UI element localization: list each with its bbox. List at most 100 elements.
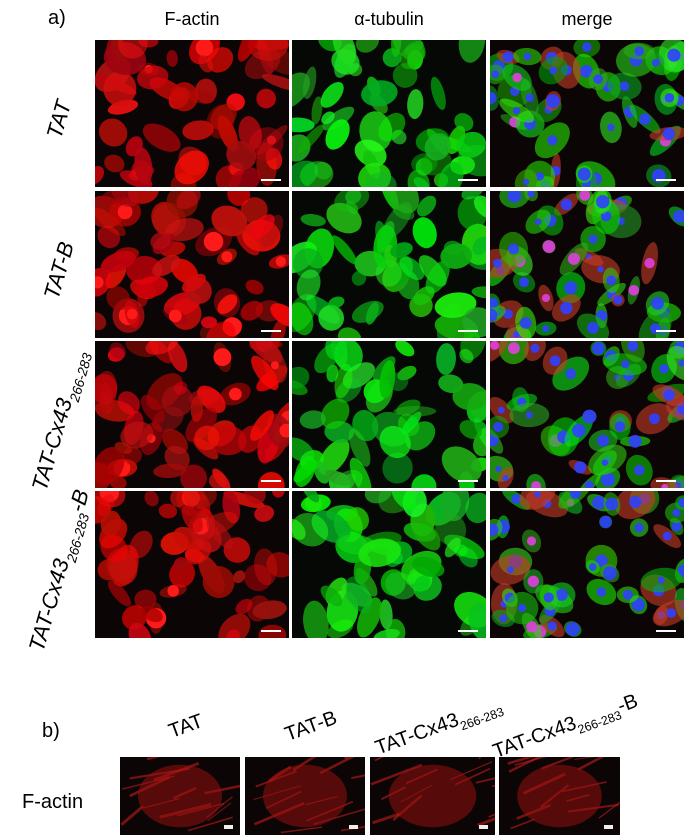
nucleus [555,588,568,601]
cell [243,491,266,504]
cell [140,394,165,424]
micrograph [95,491,289,638]
nucleus [502,475,509,482]
cell-bright [117,204,133,220]
cell [292,302,314,336]
fiber [514,757,547,766]
micrograph [120,757,240,835]
nucleus [678,359,684,367]
scale-bar [458,179,478,181]
cell [292,160,319,187]
cell [237,40,262,62]
label: TAT-Cx43266-283-B [24,487,98,656]
cell [272,491,285,498]
nucleus [672,209,684,223]
cell [392,204,415,220]
cell [180,464,207,488]
cell [395,341,415,357]
cell [170,491,188,508]
scale-bar [656,480,676,482]
cell [464,327,481,338]
scale-bar [261,480,281,482]
label-subscript: 266-283 [67,351,96,405]
cell [318,305,345,331]
cell [334,191,370,213]
nucleus [492,258,502,268]
nucleus [657,576,665,584]
cell [257,471,285,488]
nucleus [549,355,561,367]
nucleus [627,341,639,352]
cell [452,383,486,411]
cell [141,606,163,623]
cell [197,385,226,413]
cell [174,381,188,395]
cell [104,154,125,173]
nucleus [508,243,520,255]
cell [434,292,477,318]
nucleus [490,308,498,322]
cell [414,575,431,592]
cell [264,49,289,76]
row-label: F-actin [22,791,83,813]
nucleus [564,281,578,295]
cell [292,72,310,109]
scale-bar [458,480,478,482]
nucleus [593,74,603,84]
nucleus [662,531,672,541]
cell [378,112,406,142]
cell [440,243,472,269]
cell [95,446,125,486]
cell [349,457,372,488]
cell [206,518,234,549]
nucleus [493,421,504,432]
nucleus [582,42,592,52]
cell [174,150,209,185]
cell [95,165,105,185]
scale-bar [656,179,676,181]
cell [145,341,179,355]
cell-bright [195,40,214,57]
cell [250,214,275,240]
cell [337,327,362,338]
cell [258,624,287,638]
cell [345,576,372,613]
nucleus [629,495,642,509]
cell [292,366,310,389]
cell [107,580,132,607]
nucleus [547,135,558,146]
cell [346,507,369,532]
cell [270,318,287,338]
nucleus [634,46,644,56]
cell [226,140,257,170]
cell [207,47,234,73]
nucleus [526,621,538,633]
nucleus [567,252,580,265]
cell [473,195,486,219]
micrograph [245,757,365,835]
micrograph [490,491,684,638]
cell [292,512,329,547]
cell [435,513,467,546]
cell [399,44,425,70]
cell [298,124,325,154]
cell [128,622,152,638]
micrograph [499,757,620,835]
cell [438,161,464,187]
cell [355,40,380,53]
cell [388,372,409,392]
label: TAT-B [39,239,79,302]
label-text: TAT-Cx43 [372,709,461,759]
cell [117,391,140,415]
cell [459,348,474,364]
fiber [207,802,232,822]
cell [440,491,470,522]
cell [388,764,477,828]
label-text: TAT-Cx43 [490,712,579,762]
micrograph [490,40,684,187]
nucleus [490,341,500,350]
nucleus [542,325,550,333]
cell [126,256,163,285]
cell [243,564,272,592]
